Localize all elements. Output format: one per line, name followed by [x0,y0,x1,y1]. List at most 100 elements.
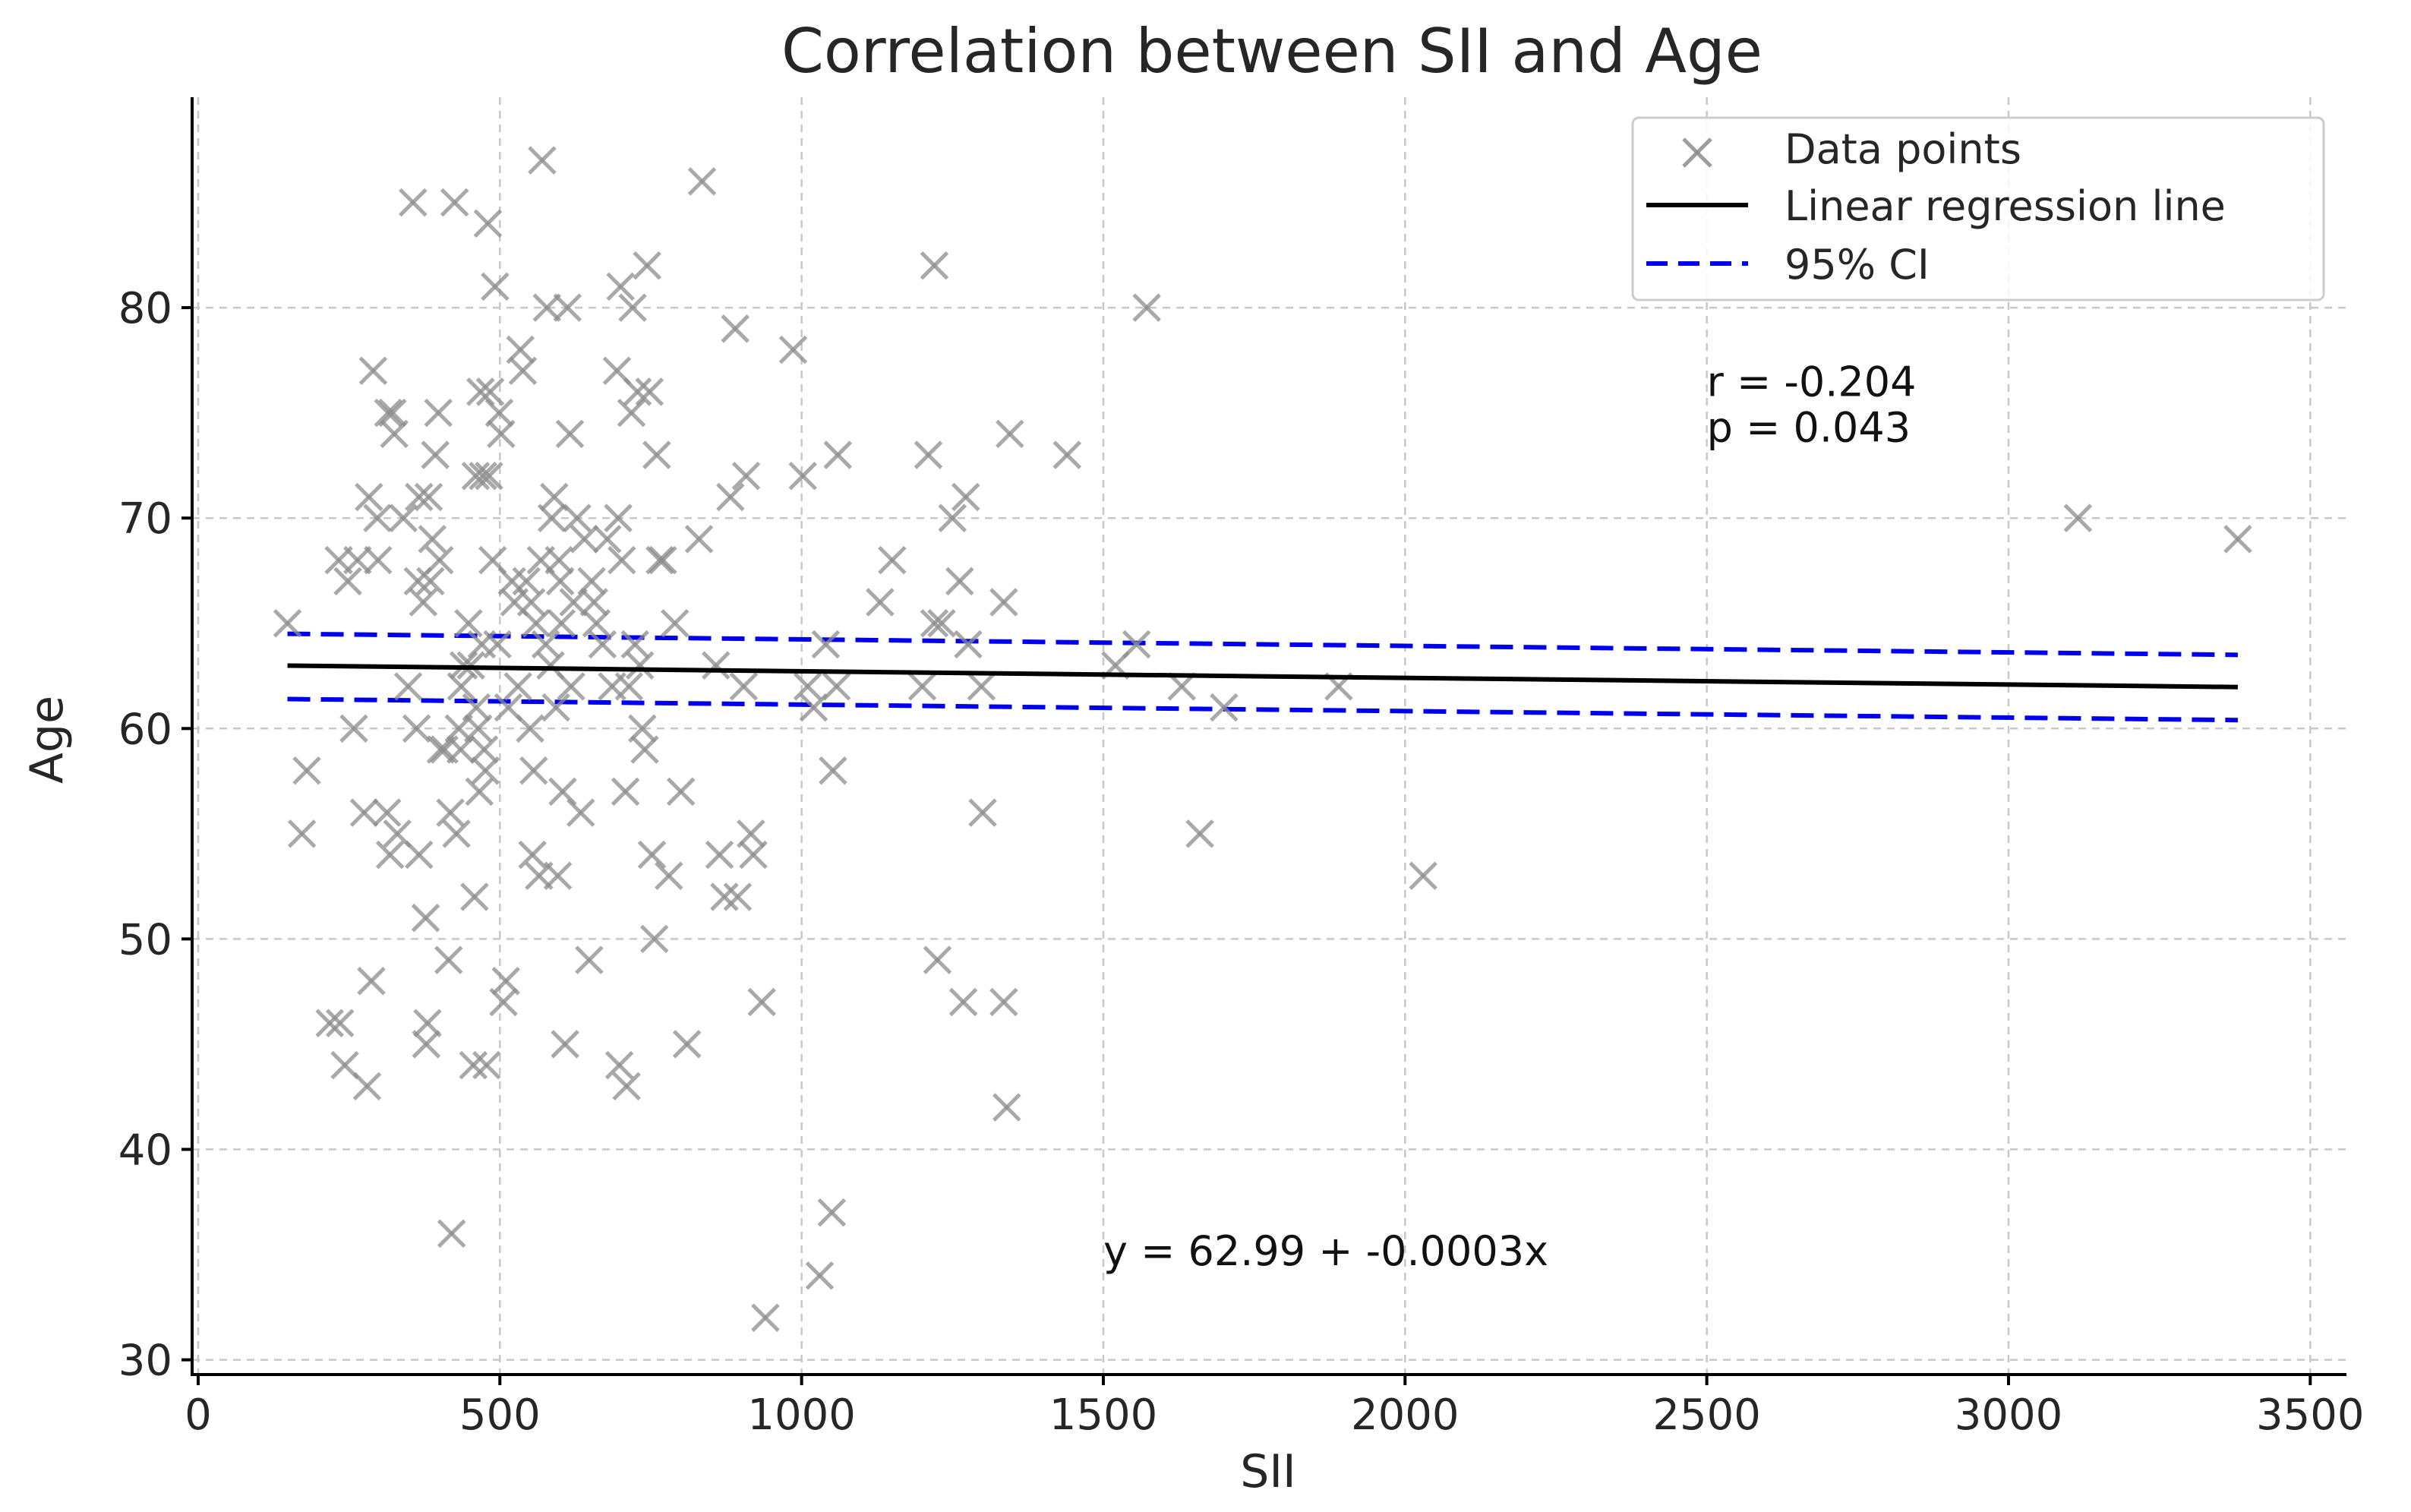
data-point [531,630,560,659]
x-tick-label: 3000 [1955,1390,2063,1440]
data-point [545,567,575,596]
data-point [645,545,674,575]
data-point [635,377,664,406]
y-axis-label: Age [21,696,74,784]
data-point [951,482,980,512]
data-point [541,693,570,722]
data-point [414,482,443,512]
data-point [540,482,569,512]
legend-marker-data-points [1682,137,1712,168]
data-point [739,840,768,870]
data-point [716,482,745,512]
data-point [363,545,393,575]
data-point [989,987,1018,1017]
data-point [475,462,503,491]
data-point [611,777,640,807]
data-point [575,945,604,974]
data-point [723,882,753,911]
data-point [914,440,943,469]
data-points [273,146,2252,1332]
data-point [339,714,368,743]
data-point [532,293,562,322]
data-point [793,672,822,701]
data-point [989,588,1018,617]
data-point [705,840,734,870]
data-point [481,272,510,301]
data-point [920,608,949,638]
data-point [710,882,739,911]
data-point [426,735,456,764]
data-point [811,630,841,659]
data-point [442,819,471,848]
annotations: r = -0.204 p = 0.043 y = 62.99 + -0.0003… [1103,358,1917,1274]
data-point [548,777,577,807]
data-point [2063,503,2093,532]
data-point [655,861,683,891]
data-point [948,987,978,1017]
x-tick-label: 0 [185,1390,212,1440]
data-point [778,335,808,365]
y-tick-label: 60 [118,705,172,754]
data-point [446,735,475,764]
data-point [617,398,646,428]
data-point [375,840,405,870]
x-tick-label: 2500 [1652,1390,1761,1440]
data-point [607,545,636,575]
data-point [747,987,776,1017]
data-point [967,672,996,701]
data-point [437,1219,466,1248]
data-point [389,503,418,532]
regression-line [287,663,2238,690]
data-point [687,167,717,196]
data-point [411,903,440,933]
legend: Data points Linear regression line 95% C… [1631,116,2325,301]
data-point [721,314,749,343]
data-point [1185,819,1214,848]
data-point [612,1072,641,1101]
data-point [357,967,386,996]
data-point [516,588,546,617]
data-point [923,945,952,974]
data-point [1132,293,1161,322]
data-point [702,651,731,680]
data-point [425,545,454,575]
data-point [380,419,409,449]
data-point [342,545,372,575]
data-point [434,945,463,974]
data-point [563,503,592,532]
data-point [660,608,690,638]
data-point [1052,440,1082,469]
data-point [557,672,585,701]
data-point [633,251,661,280]
data-point [543,861,573,891]
data-point [459,1050,488,1080]
data-point [287,819,317,848]
data-point [968,798,997,827]
data-point [582,608,611,638]
data-point [405,482,434,512]
data-point [920,251,949,280]
data-point [559,588,589,617]
data-point [625,651,655,680]
data-point [672,1030,702,1059]
data-point [604,1050,634,1080]
data-point [822,672,851,701]
data-point [566,798,595,827]
data-point [503,672,532,701]
x-axis-ticks: 0 500 1000 1500 2000 2500 3000 3500 [185,1375,2365,1440]
y-tick-label: 40 [118,1126,172,1176]
data-point [620,630,650,659]
data-point [483,630,512,659]
x-tick-label: 3500 [2256,1390,2365,1440]
data-point [1167,672,1197,701]
data-point [788,462,817,491]
data-point [2223,525,2252,554]
data-point [487,419,516,449]
data-point [421,440,450,469]
legend-label-regression-line: Linear regression line [1785,182,2226,230]
data-point [618,293,647,322]
data-point [866,588,895,617]
data-point [614,672,644,701]
confidence-interval-lines [287,631,2238,723]
